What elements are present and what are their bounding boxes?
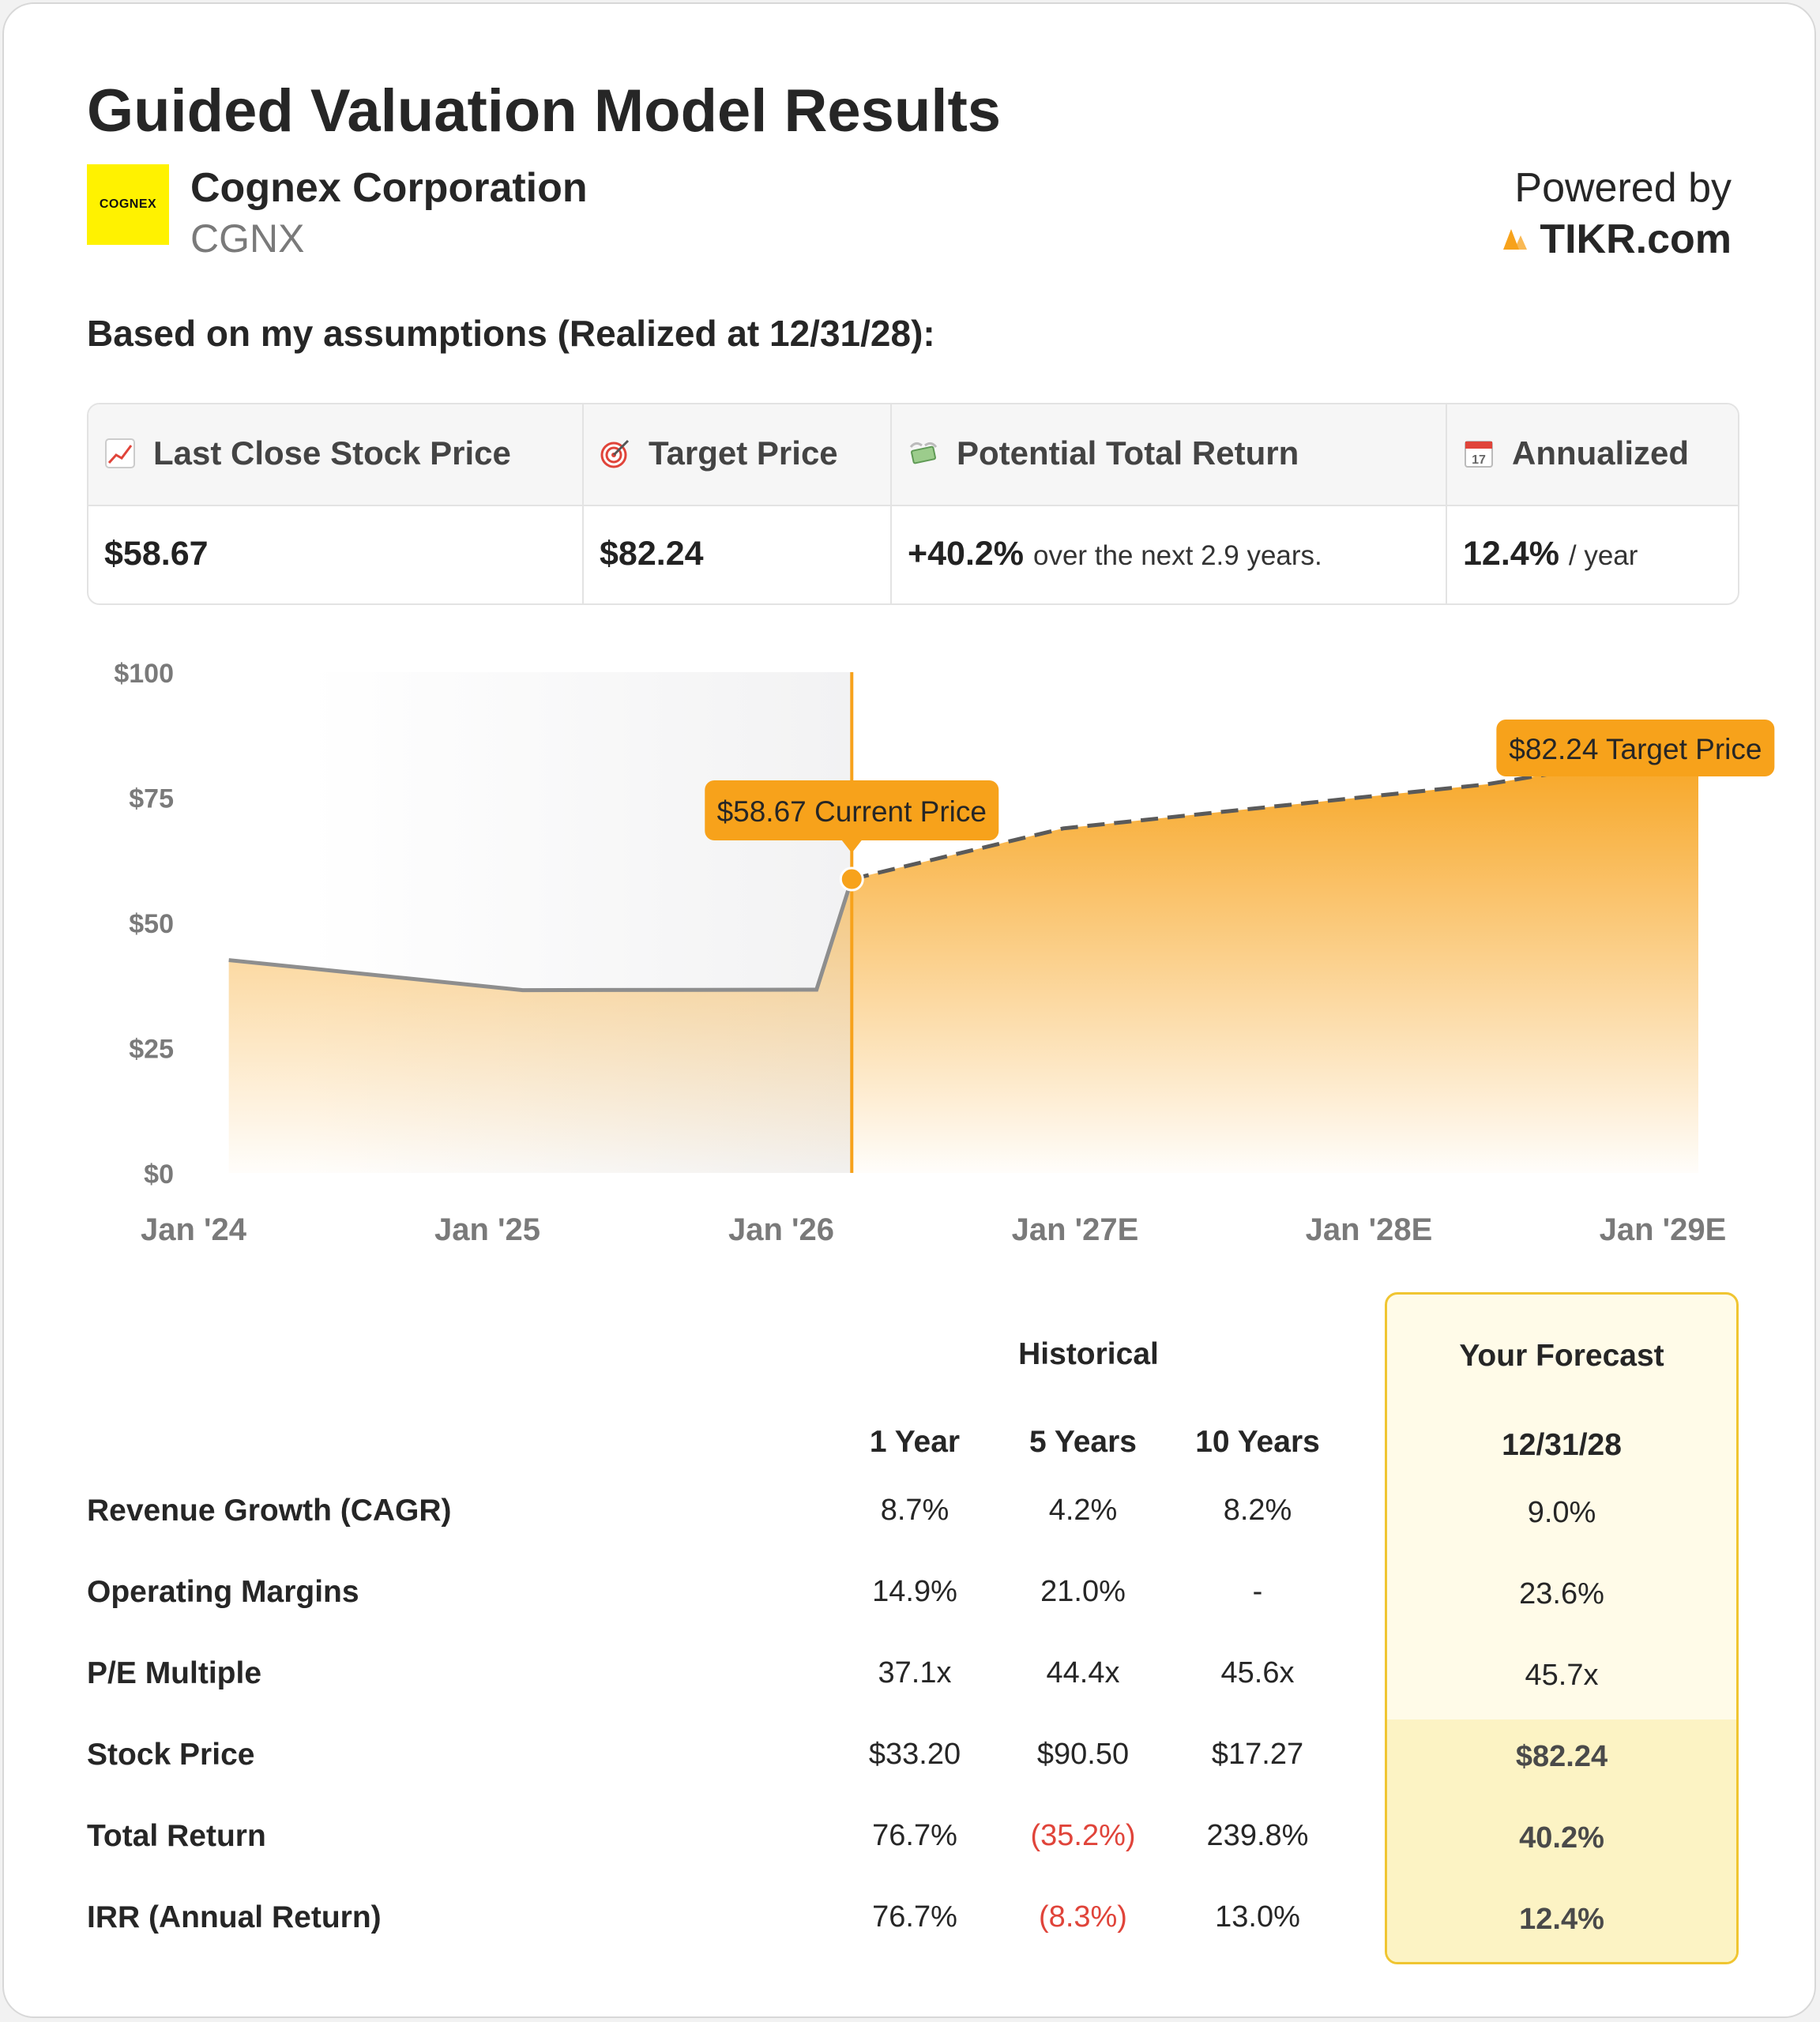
stock-price-1y: $33.20 (868, 1738, 961, 1771)
brand-link[interactable]: TIKR.com (1503, 216, 1732, 263)
stock-price-forecast: $82.24 (1515, 1740, 1608, 1773)
x-tick-label: Jan '28E (1306, 1212, 1433, 1247)
operating-margins-10y: - (1252, 1575, 1263, 1608)
revenue-growth-5y: 4.2% (1048, 1494, 1118, 1527)
total-return-value: +40.2% (908, 535, 1025, 573)
logo-text: COGNEX (99, 197, 157, 211)
total-return-1y: 76.7% (872, 1819, 957, 1852)
pe-multiple-10y: 45.6x (1220, 1656, 1295, 1689)
y-tick-label: $0 (144, 1159, 174, 1190)
target-price-column: Target Price $82.24 (582, 404, 890, 603)
current-price-dot[interactable] (839, 866, 864, 892)
column-10-years: 10 Years (1195, 1425, 1320, 1459)
money-with-wings-icon (909, 442, 938, 464)
y-tick-label: $100 (114, 659, 174, 689)
stock-price-10y: $17.27 (1211, 1738, 1304, 1771)
annualized-column: 17 Annualized 12.4% / year (1446, 404, 1738, 603)
y-tick-label: $75 (129, 784, 174, 814)
total-return-forecast: 40.2% (1519, 1821, 1604, 1855)
target-icon (600, 439, 630, 468)
stock-price-5y: $90.50 (1036, 1738, 1130, 1771)
chart-increasing-icon (105, 438, 135, 468)
operating-margins-forecast: 23.6% (1519, 1577, 1604, 1610)
annualized-cell: 12.4% / year (1463, 535, 1638, 573)
target-price-value: $82.24 (600, 535, 704, 573)
row-label-stock-price: Stock Price (87, 1738, 255, 1772)
row-label-pe-multiple: P/E Multiple (87, 1656, 262, 1690)
page-title: Guided Valuation Model Results (87, 77, 1002, 145)
total-return-suffix: over the next 2.9 years. (1033, 540, 1322, 571)
historical-header: Historical (1018, 1337, 1159, 1371)
row-label-operating-margins: Operating Margins (87, 1575, 359, 1609)
pe-multiple-5y: 44.4x (1046, 1656, 1120, 1689)
total-return-label: Potential Total Return (957, 434, 1299, 472)
x-tick-label: Jan '26 (728, 1212, 834, 1247)
last-close-value: $58.67 (104, 535, 209, 573)
brand-name: TIKR.com (1540, 216, 1732, 262)
forecast-header: Your Forecast (1459, 1339, 1664, 1373)
target-price-callout: $82.24 Target Price (1496, 720, 1775, 776)
revenue-growth-forecast: 9.0% (1527, 1496, 1596, 1529)
row-label-total-return: Total Return (87, 1819, 266, 1853)
calendar-day: 17 (1472, 453, 1486, 467)
tikr-logo-icon (1503, 229, 1528, 250)
target-price-label: Target Price (649, 434, 838, 472)
forecast-date: 12/31/28 (1502, 1428, 1622, 1462)
last-close-label: Last Close Stock Price (153, 434, 511, 472)
calendar-icon: 17 (1465, 441, 1493, 468)
irr-1y: 76.7% (872, 1900, 957, 1934)
column-1-year: 1 Year (869, 1425, 961, 1459)
x-tick-label: Jan '24 (141, 1212, 247, 1247)
pe-multiple-1y: 37.1x (878, 1656, 952, 1689)
y-tick-label: $50 (129, 909, 174, 939)
x-axis-ticks: Jan '24 Jan '25 Jan '26 Jan '27E Jan '28E Jan… (141, 1212, 1726, 1247)
company-name: Cognex Corporation (190, 165, 588, 211)
x-tick-label: Jan '29E (1600, 1212, 1727, 1247)
forecast-column-panel (1385, 1292, 1739, 1964)
current-price-callout: $58.67 Current Price (705, 780, 999, 853)
annualized-suffix: / year (1568, 540, 1638, 571)
row-label-irr: IRR (Annual Return) (87, 1900, 382, 1934)
irr-5y: (8.3%) (1039, 1900, 1127, 1934)
irr-10y: 13.0% (1215, 1900, 1300, 1934)
powered-by-label: Powered by (1514, 165, 1732, 211)
forecast-area (852, 761, 1698, 1173)
total-return-5y: (35.2%) (1030, 1819, 1136, 1852)
operating-margins-5y: 21.0% (1040, 1575, 1126, 1608)
row-label-revenue-growth: Revenue Growth (CAGR) (87, 1494, 452, 1528)
company-logo: COGNEX (87, 164, 169, 245)
historical-price-line (228, 878, 854, 993)
annualized-value: 12.4% (1463, 535, 1559, 573)
irr-forecast: 12.4% (1519, 1903, 1604, 1936)
historical-area (228, 879, 852, 1173)
operating-margins-1y: 14.9% (872, 1575, 957, 1608)
summary-table: Last Close Stock Price $58.67 Target Pri… (87, 403, 1739, 605)
x-tick-label: Jan '25 (434, 1212, 540, 1247)
assumptions-heading: Based on my assumptions (Realized at 12/… (87, 313, 935, 354)
annualized-label: Annualized (1512, 434, 1690, 472)
revenue-growth-1y: 8.7% (880, 1494, 949, 1527)
target-price-label: $82.24 Target Price (1509, 733, 1762, 765)
column-5-years: 5 Years (1029, 1425, 1137, 1459)
total-return-10y: 239.8% (1206, 1819, 1309, 1852)
x-tick-label: Jan '27E (1012, 1212, 1139, 1247)
last-close-column: Last Close Stock Price $58.67 (88, 404, 582, 603)
forecast-price-line (851, 759, 1628, 881)
price-chart: $100$75$50$25$0 Jan '24 Jan '25 Jan '26 Jan… (114, 659, 1775, 1247)
pe-multiple-forecast: 45.7x (1525, 1659, 1599, 1692)
forecast-results-highlight (1387, 1719, 1736, 1962)
total-return-column: Potential Total Return +40.2% over the n… (890, 404, 1446, 603)
total-return-cell: +40.2% over the next 2.9 years. (908, 535, 1322, 573)
revenue-growth-10y: 8.2% (1223, 1494, 1292, 1527)
y-axis-ticks: $100 $75 $50 $25 $0 (114, 659, 174, 1190)
y-tick-label: $25 (129, 1035, 174, 1065)
company-ticker: CGNX (190, 216, 305, 261)
current-price-label: $58.67 Current Price (717, 795, 987, 828)
